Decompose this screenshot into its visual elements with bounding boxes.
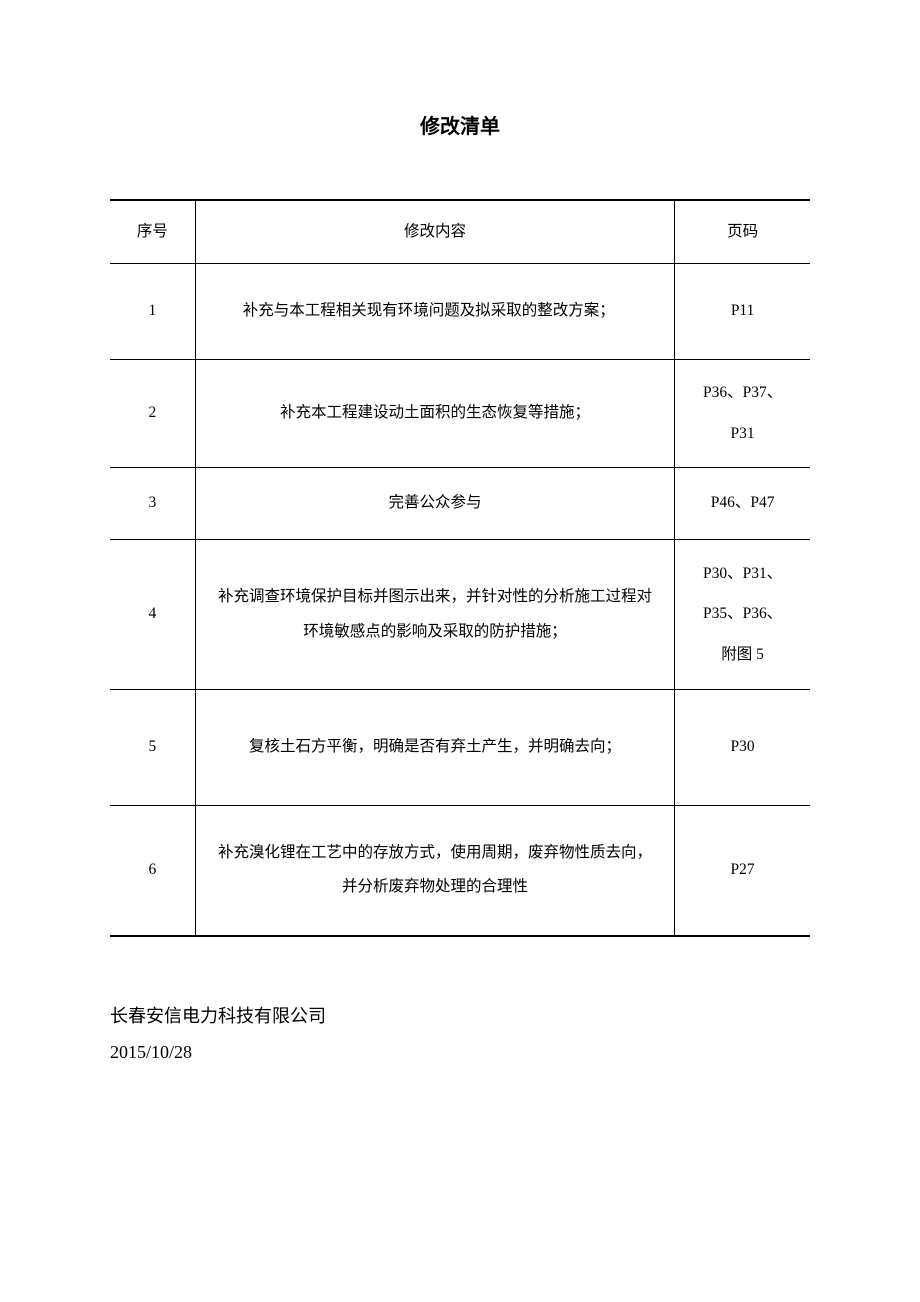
page-line: P31 [683, 414, 802, 454]
cell-page: P36、P37、 P31 [675, 360, 810, 468]
cell-seq: 1 [110, 264, 195, 360]
col-header-content: 修改内容 [195, 200, 674, 264]
cell-seq: 5 [110, 690, 195, 806]
col-header-page: 页码 [675, 200, 810, 264]
cell-content: 补充与本工程相关现有环境问题及拟采取的整改方案； [195, 264, 674, 360]
changes-table: 序号 修改内容 页码 1 补充与本工程相关现有环境问题及拟采取的整改方案； P1… [110, 199, 810, 937]
table-header-row: 序号 修改内容 页码 [110, 200, 810, 264]
content-text: 完善公众参与 [388, 494, 481, 511]
footer-date: 2015/10/28 [110, 1042, 810, 1063]
cell-seq: 4 [110, 540, 195, 690]
content-text: 复核土石方平衡，明确是否有弃土产生，并明确去向； [249, 738, 621, 755]
cell-page: P11 [675, 264, 810, 360]
cell-content: 复核土石方平衡，明确是否有弃土产生，并明确去向； [195, 690, 674, 806]
footer-company: 长春安信电力科技有限公司 [110, 1002, 810, 1028]
cell-page: P46、P47 [675, 468, 810, 540]
table-row: 5 复核土石方平衡，明确是否有弃土产生，并明确去向； P30 [110, 690, 810, 806]
cell-seq: 6 [110, 806, 195, 936]
table-row: 6 补充溴化锂在工艺中的存放方式，使用周期，废弃物性质去向，并分析废弃物处理的合… [110, 806, 810, 936]
col-header-seq: 序号 [110, 200, 195, 264]
page-line: 附图 5 [683, 635, 802, 675]
cell-content: 补充调查环境保护目标并图示出来，并针对性的分析施工过程对环境敏感点的影响及采取的… [195, 540, 674, 690]
content-text: 补充本工程建设动土面积的生态恢复等措施； [280, 404, 590, 421]
page-line: P35、P36、 [683, 594, 802, 634]
page-line: P36、P37、 [683, 373, 802, 413]
cell-seq: 2 [110, 360, 195, 468]
content-text: 补充与本工程相关现有环境问题及拟采取的整改方案； [212, 294, 658, 328]
cell-page: P30 [675, 690, 810, 806]
cell-page: P30、P31、 P35、P36、 附图 5 [675, 540, 810, 690]
cell-seq: 3 [110, 468, 195, 540]
content-text: 补充溴化锂在工艺中的存放方式，使用周期，废弃物性质去向，并分析废弃物处理的合理性 [218, 844, 652, 895]
cell-content: 补充溴化锂在工艺中的存放方式，使用周期，废弃物性质去向，并分析废弃物处理的合理性 [195, 806, 674, 936]
table-row: 4 补充调查环境保护目标并图示出来，并针对性的分析施工过程对环境敏感点的影响及采… [110, 540, 810, 690]
cell-content: 补充本工程建设动土面积的生态恢复等措施； [195, 360, 674, 468]
cell-content: 完善公众参与 [195, 468, 674, 540]
table-row: 2 补充本工程建设动土面积的生态恢复等措施； P36、P37、 P31 [110, 360, 810, 468]
page-title: 修改清单 [110, 110, 810, 139]
table-row: 1 补充与本工程相关现有环境问题及拟采取的整改方案； P11 [110, 264, 810, 360]
content-text: 补充调查环境保护目标并图示出来，并针对性的分析施工过程对环境敏感点的影响及采取的… [218, 588, 652, 639]
table-row: 3 完善公众参与 P46、P47 [110, 468, 810, 540]
cell-page: P27 [675, 806, 810, 936]
page-line: P30、P31、 [683, 554, 802, 594]
